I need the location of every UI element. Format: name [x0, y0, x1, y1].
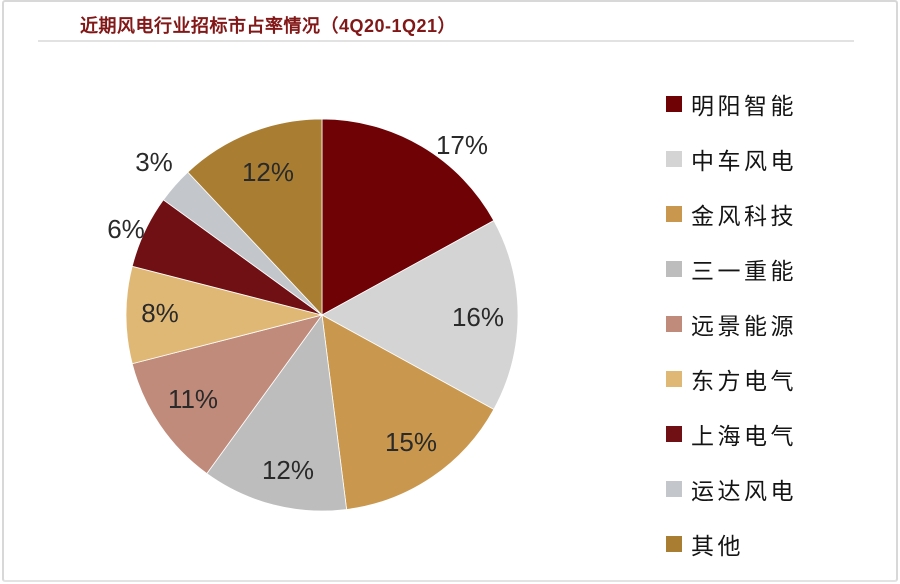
pie-label-东方电气: 8%: [141, 298, 179, 328]
pie-label-远景能源: 11%: [168, 384, 218, 414]
pie-slice-其他: [187, 118, 323, 317]
legend-item-三一重能: 三一重能: [666, 241, 797, 296]
legend-item-上海电气: 上海电气: [666, 406, 797, 461]
legend-label: 三一重能: [691, 258, 797, 284]
legend-swatch-icon: [666, 150, 682, 167]
legend-item-中车风电: 中车风电: [666, 131, 797, 186]
pie-slice-三一重能: [206, 313, 348, 512]
pie-label-上海电气: 6%: [107, 214, 145, 244]
pie-label-三一重能: 12%: [262, 455, 314, 485]
pie-label-明阳智能: 17%: [436, 130, 488, 160]
pie-label-金风科技: 15%: [385, 427, 437, 457]
pie-chart: 17% 16% 15% 12% 11% 8% 6% 3% 12%: [107, 118, 519, 512]
legend-label: 中车风电: [691, 148, 797, 174]
legend-item-金风科技: 金风科技: [666, 186, 797, 241]
pie-slice-东方电气: [125, 265, 323, 365]
legend-swatch-icon: [666, 425, 682, 442]
legend-swatch-icon: [666, 95, 682, 112]
legend-swatch-icon: [666, 315, 682, 332]
pie-slice-明阳智能: [321, 118, 495, 316]
title-underline: [38, 40, 854, 42]
pie-slice-远景能源: [131, 314, 323, 475]
legend-label: 东方电气: [691, 368, 797, 394]
legend-swatch-icon: [666, 535, 682, 552]
chart-title: 近期风电行业招标市占率情况（4Q20-1Q21）: [80, 16, 457, 36]
pie-slice-金风科技: [321, 314, 495, 510]
legend-item-运达风电: 运达风电: [666, 461, 797, 516]
pie-label-其他: 12%: [242, 157, 294, 187]
legend-swatch-icon: [666, 370, 682, 387]
legend-label: 运达风电: [691, 478, 797, 504]
legend-label: 上海电气: [691, 423, 797, 449]
legend-item-明阳智能: 明阳智能: [666, 76, 797, 131]
legend-item-东方电气: 东方电气: [666, 351, 797, 406]
legend-item-其他: 其他: [666, 516, 797, 571]
legend-label: 金风科技: [691, 203, 797, 229]
legend-item-远景能源: 远景能源: [666, 296, 797, 351]
pie-label-中车风电: 16%: [452, 302, 504, 332]
legend-swatch-icon: [666, 480, 682, 497]
pie-slice-中车风电: [321, 220, 519, 410]
legend-swatch-icon: [666, 205, 682, 222]
pie-label-运达风电: 3%: [135, 147, 173, 177]
legend-label: 明阳智能: [691, 93, 797, 119]
legend-label: 其他: [691, 533, 744, 559]
legend: 明阳智能中车风电金风科技三一重能远景能源东方电气上海电气运达风电其他: [666, 76, 797, 571]
legend-label: 远景能源: [691, 313, 797, 339]
legend-swatch-icon: [666, 260, 682, 277]
